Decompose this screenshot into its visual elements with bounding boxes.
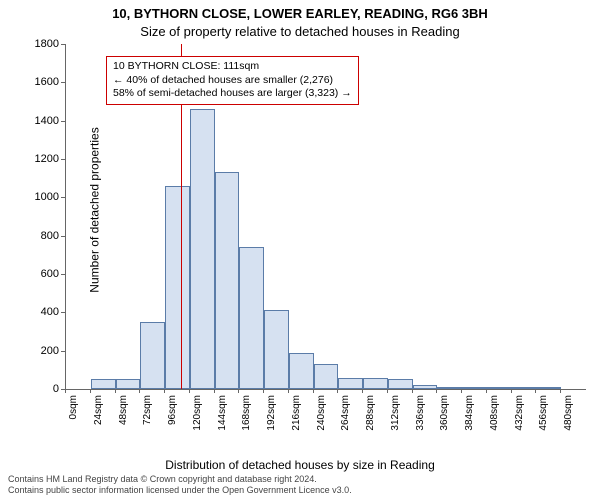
x-tick-label: 0sqm — [68, 395, 79, 419]
histogram-bar — [116, 379, 141, 389]
histogram-bar — [165, 186, 190, 389]
x-tick-mark — [511, 389, 512, 393]
histogram-bar — [140, 322, 165, 389]
y-axis-label-container: Number of detached properties — [12, 0, 24, 420]
histogram-bar — [190, 109, 215, 389]
x-tick-mark — [412, 389, 413, 393]
x-tick-mark — [238, 389, 239, 393]
y-tick-mark — [61, 121, 65, 122]
x-tick-label: 264sqm — [340, 395, 351, 431]
footer-line2: Contains public sector information licen… — [8, 485, 592, 496]
x-tick-mark — [90, 389, 91, 393]
annotation-box: 10 BYTHORN CLOSE: 111sqm← 40% of detache… — [106, 56, 359, 105]
y-tick-label: 600 — [0, 268, 59, 280]
footer-line1: Contains HM Land Registry data © Crown c… — [8, 474, 592, 485]
annotation-line1: 10 BYTHORN CLOSE: 111sqm — [113, 60, 352, 74]
y-tick-label: 800 — [0, 230, 59, 242]
x-tick-label: 480sqm — [563, 395, 574, 431]
x-tick-label: 168sqm — [241, 395, 252, 431]
histogram-bar — [462, 387, 487, 389]
x-tick-label: 384sqm — [464, 395, 475, 431]
x-tick-label: 240sqm — [316, 395, 327, 431]
x-tick-label: 48sqm — [118, 395, 129, 425]
x-tick-mark — [263, 389, 264, 393]
histogram-bar — [413, 385, 438, 389]
histogram-plot-area: 10 BYTHORN CLOSE: 111sqm← 40% of detache… — [65, 44, 586, 390]
y-tick-mark — [61, 82, 65, 83]
x-axis-label: Distribution of detached houses by size … — [0, 458, 600, 472]
histogram-bar — [437, 387, 462, 389]
annotation-line2: ← 40% of detached houses are smaller (2,… — [113, 74, 352, 88]
footer-attribution: Contains HM Land Registry data © Crown c… — [8, 474, 592, 496]
x-tick-mark — [214, 389, 215, 393]
x-tick-label: 96sqm — [167, 395, 178, 425]
y-tick-mark — [61, 44, 65, 45]
x-tick-mark — [65, 389, 66, 393]
x-tick-mark — [288, 389, 289, 393]
x-tick-mark — [164, 389, 165, 393]
y-tick-mark — [61, 312, 65, 313]
x-tick-mark — [362, 389, 363, 393]
histogram-bar — [338, 378, 363, 390]
x-tick-label: 120sqm — [192, 395, 203, 431]
histogram-bar — [239, 247, 264, 389]
histogram-bar — [314, 364, 339, 389]
x-tick-label: 432sqm — [514, 395, 525, 431]
x-tick-label: 72sqm — [142, 395, 153, 425]
chart-title-line1: 10, BYTHORN CLOSE, LOWER EARLEY, READING… — [0, 6, 600, 21]
histogram-bar — [363, 378, 388, 389]
histogram-bar — [264, 310, 289, 389]
histogram-bar — [215, 172, 240, 389]
x-tick-label: 312sqm — [390, 395, 401, 431]
x-tick-label: 360sqm — [439, 395, 450, 431]
x-tick-mark — [535, 389, 536, 393]
y-tick-label: 1000 — [0, 191, 59, 203]
histogram-bar — [487, 387, 512, 389]
x-tick-label: 456sqm — [538, 395, 549, 431]
x-tick-mark — [139, 389, 140, 393]
y-tick-mark — [61, 197, 65, 198]
x-tick-label: 288sqm — [365, 395, 376, 431]
y-tick-label: 400 — [0, 306, 59, 318]
y-tick-label: 1800 — [0, 38, 59, 50]
y-tick-mark — [61, 274, 65, 275]
x-tick-mark — [313, 389, 314, 393]
x-tick-mark — [115, 389, 116, 393]
x-tick-label: 336sqm — [415, 395, 426, 431]
x-tick-label: 144sqm — [217, 395, 228, 431]
histogram-bar — [91, 379, 116, 389]
x-tick-mark — [387, 389, 388, 393]
histogram-bar — [388, 379, 413, 389]
x-tick-mark — [337, 389, 338, 393]
y-tick-mark — [61, 351, 65, 352]
y-tick-label: 200 — [0, 345, 59, 357]
histogram-bar — [289, 353, 314, 389]
x-tick-mark — [189, 389, 190, 393]
histogram-bar — [512, 387, 537, 389]
x-tick-mark — [461, 389, 462, 393]
annotation-line3: 58% of semi-detached houses are larger (… — [113, 87, 352, 101]
x-tick-label: 24sqm — [93, 395, 104, 425]
x-tick-mark — [560, 389, 561, 393]
y-tick-mark — [61, 159, 65, 160]
x-tick-mark — [436, 389, 437, 393]
x-tick-label: 408sqm — [489, 395, 500, 431]
y-tick-mark — [61, 236, 65, 237]
y-tick-label: 1200 — [0, 153, 59, 165]
x-tick-label: 192sqm — [266, 395, 277, 431]
x-tick-label: 216sqm — [291, 395, 302, 431]
y-tick-label: 1600 — [0, 76, 59, 88]
chart-title-line2: Size of property relative to detached ho… — [0, 24, 600, 39]
y-tick-label: 1400 — [0, 115, 59, 127]
histogram-bar — [536, 387, 561, 389]
x-tick-mark — [486, 389, 487, 393]
y-tick-label: 0 — [0, 383, 59, 395]
